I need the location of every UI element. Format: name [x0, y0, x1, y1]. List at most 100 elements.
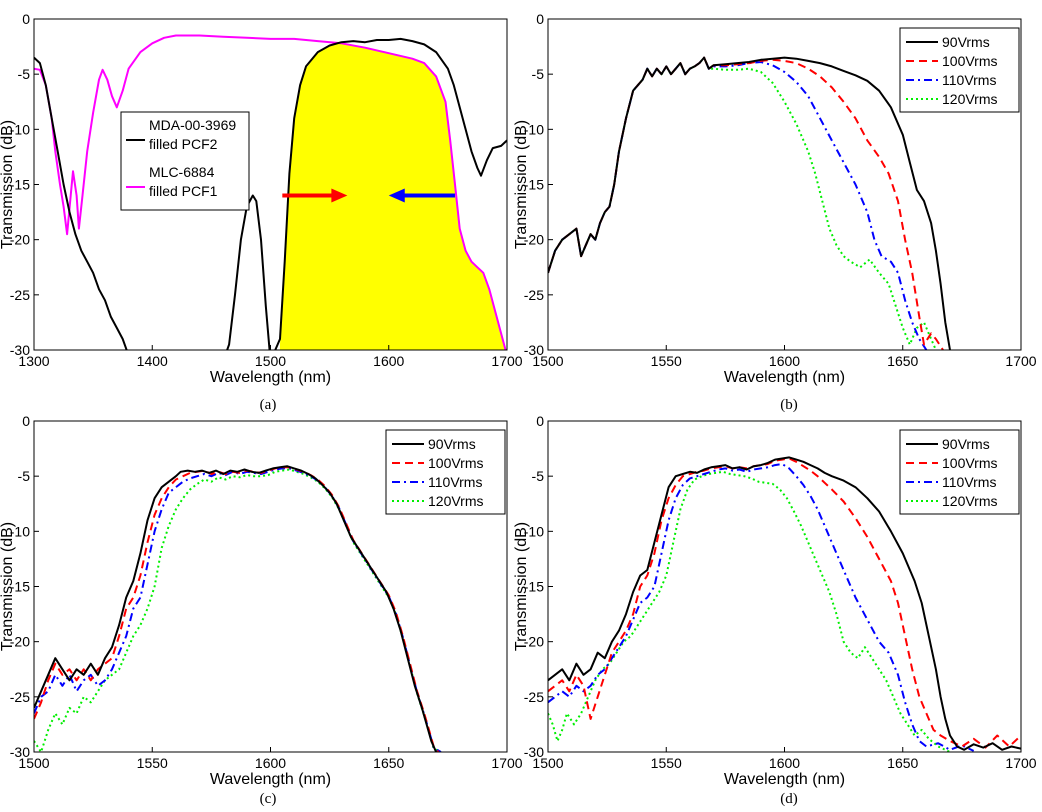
series-line-1: [34, 34, 507, 350]
y-tick-label-5: -25: [10, 689, 30, 705]
legend-label-2: 110Vrms: [942, 474, 996, 490]
legend-label-1: 100Vrms: [428, 455, 484, 471]
series-line-2: [548, 56, 928, 350]
x-tick-label-1: 1550: [651, 755, 682, 771]
legend-label-1: MLC-6884 filled PCF1: [149, 164, 218, 199]
y-axis-label: Transmission (dB): [513, 120, 530, 249]
plot-area: [34, 34, 507, 350]
y-axis-label: Transmission (dB): [513, 522, 530, 651]
y-tick-label-3: -15: [10, 177, 30, 193]
y-tick-label-4: -20: [524, 232, 544, 248]
y-tick-label-6: -30: [524, 342, 544, 358]
x-tick-label-3: 1650: [887, 353, 918, 369]
y-tick-label-4: -20: [524, 634, 544, 650]
legend-label-2: 110Vrms: [428, 474, 482, 490]
chart-panel-c: 1500 1550 1600 1650 1700 0 -5 -10 -15 -20 -25 -30 Wa…: [0, 413, 523, 807]
series-line-3: [548, 56, 937, 350]
y-tick-label-5: -25: [10, 287, 30, 303]
y-tick-label-2: -10: [524, 523, 544, 539]
legend-label-0: MDA-00-3969 filled PCF2: [149, 117, 236, 152]
series-line-2: [548, 463, 975, 752]
series-line-1: [548, 56, 944, 350]
x-tick-label-0: 1500: [532, 755, 563, 771]
legend-label-3: 120Vrms: [942, 91, 998, 107]
x-tick-label-4: 1700: [491, 353, 522, 369]
y-tick-label-1: -5: [18, 468, 31, 484]
x-tick-label-0: 1500: [18, 755, 49, 771]
y-tick-label-2: -10: [524, 121, 544, 137]
y-tick-label-3: -15: [524, 579, 544, 595]
legend-label-3: 120Vrms: [428, 493, 484, 509]
y-tick-label-6: -30: [524, 744, 544, 760]
x-axis-label: Wavelength (nm): [210, 369, 331, 386]
x-tick-label-3: 1600: [373, 353, 404, 369]
chart-panel-a: 1300 1400 1500 1600 1700 0 -5 -10 -15 -20 -25 -30 Wa…: [0, 11, 523, 413]
plot-area: [548, 56, 951, 350]
legend: 90Vrms 100Vrms 110Vrms 120Vrms: [385, 429, 506, 515]
series-line-0: [548, 56, 951, 350]
y-tick-label-3: -15: [10, 579, 30, 595]
legend-label-1: 100Vrms: [942, 53, 998, 69]
y-tick-label-1: -5: [532, 468, 545, 484]
x-tick-label-4: 1700: [491, 755, 522, 771]
y-axis-label: Transmission (dB): [0, 522, 16, 651]
legend-label-3: 120Vrms: [942, 493, 998, 509]
x-tick-label-2: 1500: [255, 353, 286, 369]
arrow-0: [282, 188, 348, 203]
y-tick-label-5: -25: [524, 287, 544, 303]
x-tick-label-2: 1600: [769, 353, 800, 369]
panel-caption: (c): [260, 791, 277, 807]
x-tick-label-1: 1400: [137, 353, 168, 369]
x-tick-label-2: 1600: [255, 755, 286, 771]
panel-caption: (a): [260, 397, 277, 413]
y-tick-label-1: -5: [532, 66, 545, 82]
x-tick-label-2: 1600: [769, 755, 800, 771]
legend: 90Vrms 100Vrms 110Vrms 120Vrms: [899, 429, 1020, 515]
x-tick-label-4: 1700: [1005, 353, 1036, 369]
x-axis-label: Wavelength (nm): [210, 771, 331, 788]
legend-label-0: 90Vrms: [942, 436, 990, 452]
chart-panel-d: 1500 1550 1600 1650 1700 0 -5 -10 -15 -20 -25 -30 Wa…: [513, 413, 1037, 807]
series-line-1: [34, 466, 440, 752]
series-line-3: [548, 470, 951, 752]
x-axis-label: Wavelength (nm): [724, 771, 845, 788]
y-tick-label-4: -20: [10, 232, 30, 248]
y-tick-label-6: -30: [10, 744, 30, 760]
legend-label-0: 90Vrms: [428, 436, 476, 452]
x-tick-label-4: 1700: [1005, 755, 1036, 771]
y-tick-label-3: -15: [524, 177, 544, 193]
x-axis-label: Wavelength (nm): [724, 369, 845, 386]
arrow-1: [388, 188, 455, 203]
panel-caption: (b): [780, 397, 798, 413]
series-line-0: [34, 37, 507, 350]
plot-area: [548, 456, 1021, 752]
series-line-2: [34, 467, 442, 752]
x-tick-label-0: 1500: [532, 353, 563, 369]
series-line-3: [34, 468, 442, 752]
x-tick-label-0: 1300: [18, 353, 49, 369]
x-tick-label-1: 1550: [651, 353, 682, 369]
chart-panel-b: 1500 1550 1600 1650 1700 0 -5 -10 -15 -20 -25 -30 Wa…: [513, 11, 1037, 413]
y-tick-label-0: 0: [536, 11, 544, 27]
legend-label-2: 110Vrms: [942, 72, 996, 88]
y-tick-label-0: 0: [22, 11, 30, 27]
x-tick-label-1: 1550: [137, 755, 168, 771]
legend: 90Vrms 100Vrms 110Vrms 120Vrms: [899, 27, 1020, 113]
y-tick-label-2: -10: [10, 121, 30, 137]
x-tick-label-3: 1650: [887, 755, 918, 771]
y-tick-label-1: -5: [18, 66, 31, 82]
panel-caption: (d): [780, 791, 798, 807]
plot-area: [34, 465, 442, 752]
y-tick-label-0: 0: [22, 413, 30, 429]
y-tick-label-2: -10: [10, 523, 30, 539]
legend: MDA-00-3969 filled PCF2 MLC-6884 filled PCF…: [120, 111, 250, 211]
series-line-0: [34, 465, 438, 752]
series-line-0: [548, 456, 1021, 751]
y-tick-label-5: -25: [524, 689, 544, 705]
y-tick-label-0: 0: [536, 413, 544, 429]
x-tick-label-3: 1650: [373, 755, 404, 771]
y-axis-label: Transmission (dB): [0, 120, 16, 249]
y-tick-label-6: -30: [10, 342, 30, 358]
y-tick-label-4: -20: [10, 634, 30, 650]
